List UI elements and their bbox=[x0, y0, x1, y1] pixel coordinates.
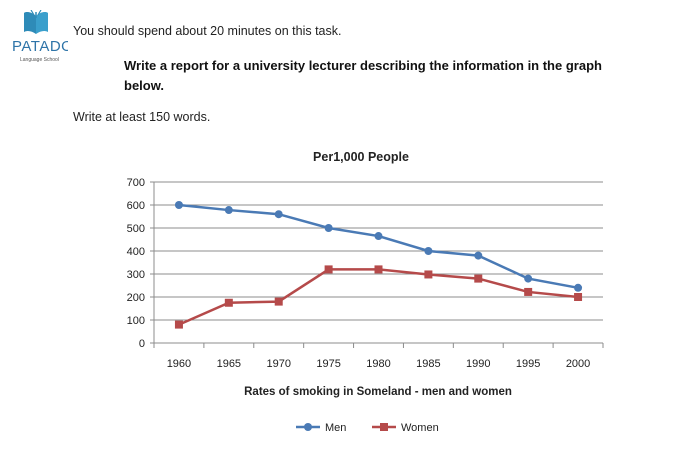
y-tick-label: 300 bbox=[127, 269, 145, 281]
data-point-women bbox=[174, 320, 183, 329]
x-tick-label: 1960 bbox=[167, 358, 191, 370]
data-point-men bbox=[274, 210, 283, 219]
data-point-men bbox=[474, 251, 483, 260]
data-point-women bbox=[324, 265, 333, 274]
y-tick-label: 200 bbox=[127, 292, 145, 304]
y-tick-label: 700 bbox=[127, 177, 145, 189]
y-tick-label: 0 bbox=[139, 338, 145, 350]
series-line-men bbox=[178, 203, 579, 290]
x-tick-label: 1970 bbox=[266, 358, 290, 370]
data-point-women bbox=[474, 274, 483, 283]
data-point-men bbox=[224, 206, 233, 215]
data-point-men bbox=[424, 247, 433, 255]
y-tick-label: 500 bbox=[127, 223, 145, 235]
x-tick-label: 1965 bbox=[217, 358, 241, 370]
data-point-women bbox=[424, 270, 433, 279]
legend-marker-women bbox=[380, 423, 388, 431]
data-point-women bbox=[274, 297, 283, 306]
data-point-men bbox=[574, 283, 583, 292]
data-point-women bbox=[374, 265, 383, 274]
x-tick-label: 2000 bbox=[566, 358, 590, 370]
task-prompt: Write a report for a university lecturer… bbox=[124, 58, 602, 93]
x-tick-label: 1980 bbox=[366, 358, 390, 370]
data-point-men bbox=[374, 232, 383, 241]
legend-label-women: Women bbox=[401, 422, 439, 434]
logo-subtext: Language School bbox=[20, 57, 59, 63]
chart-title: Per1,000 People bbox=[313, 150, 409, 164]
legend-label-men: Men bbox=[325, 422, 346, 434]
legend-marker-men bbox=[304, 423, 312, 431]
logo: PATADO Language School bbox=[12, 10, 74, 68]
instruction-text: You should spend about 20 minutes on thi… bbox=[73, 24, 342, 38]
y-tick-label: 400 bbox=[127, 246, 145, 258]
data-point-men bbox=[324, 224, 333, 232]
data-point-women bbox=[574, 293, 583, 301]
y-tick-label: 600 bbox=[127, 200, 145, 212]
x-tick-label: 1995 bbox=[516, 358, 540, 370]
data-point-women bbox=[524, 287, 533, 296]
x-tick-label: 1990 bbox=[466, 358, 490, 370]
y-tick-label: 100 bbox=[127, 315, 145, 327]
data-point-men bbox=[174, 201, 183, 209]
data-point-women bbox=[224, 298, 233, 307]
word-requirement: Write at least 150 words. bbox=[73, 110, 211, 124]
logo-text: PATADO bbox=[12, 38, 68, 55]
open-book-icon bbox=[24, 10, 48, 34]
x-axis-label: Rates of smoking in Someland - men and w… bbox=[244, 386, 512, 398]
data-point-men bbox=[524, 274, 533, 283]
x-tick-label: 1975 bbox=[316, 358, 340, 370]
x-tick-label: 1985 bbox=[416, 358, 440, 370]
